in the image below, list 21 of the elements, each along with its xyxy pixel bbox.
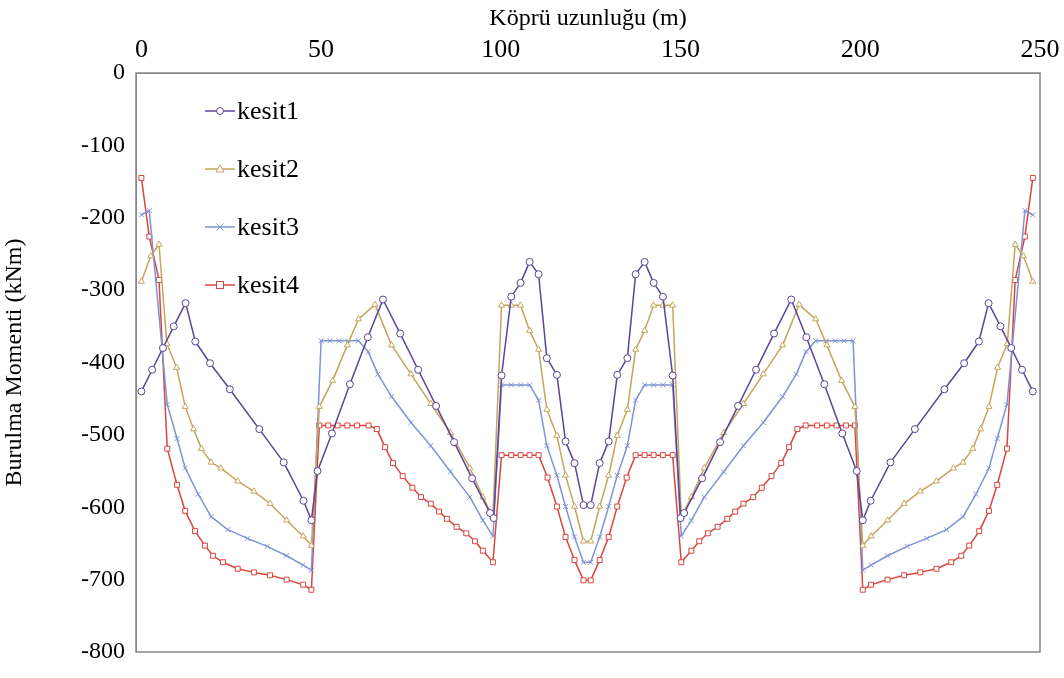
- y-tick-label: -700: [81, 564, 125, 591]
- legend-label: kesit3: [237, 212, 300, 242]
- y-tick-label: -600: [81, 492, 125, 519]
- y-tick-label: -400: [81, 347, 125, 374]
- y-tick-label: -500: [81, 420, 125, 447]
- x-tick-label: 0: [134, 34, 148, 64]
- y-tick-label: -100: [81, 130, 125, 157]
- x-axis-title: Köprü uzunluğu (m): [489, 3, 687, 30]
- y-tick-label: -300: [81, 275, 125, 302]
- x-tick-label: 50: [308, 34, 335, 64]
- x-tick-label: 100: [481, 34, 521, 64]
- legend-label: kesit4: [237, 270, 300, 300]
- legend-label: kesit1: [237, 96, 300, 126]
- y-tick-label: 0: [113, 58, 125, 85]
- y-tick-label: -200: [81, 203, 125, 230]
- y-axis-title: Burulma Momenti (kNm): [0, 238, 26, 487]
- x-tick-label: 150: [661, 34, 701, 64]
- legend-label: kesit2: [237, 154, 300, 184]
- x-tick-label: 250: [1020, 34, 1060, 64]
- y-tick-label: -800: [81, 637, 125, 664]
- x-tick-label: 200: [840, 34, 880, 64]
